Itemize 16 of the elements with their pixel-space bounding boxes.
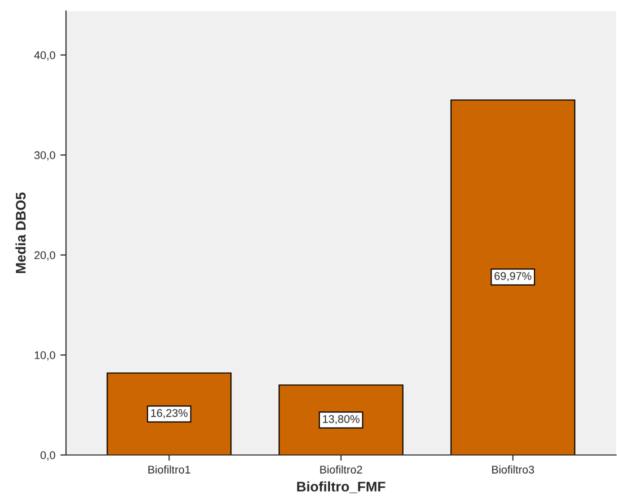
x-tick-label: Biofiltro1 <box>148 465 190 474</box>
x-axis-title: Biofiltro_FMF <box>297 481 386 494</box>
y-axis-title: Media DBO5 <box>15 192 26 273</box>
y-tick-label: 20,0 <box>34 251 56 260</box>
y-tick-label: 10,0 <box>34 351 56 360</box>
bar <box>106 372 232 455</box>
y-tick-label: 40,0 <box>34 51 56 60</box>
annotation: 13,80% <box>323 415 360 424</box>
y-tick-label: 0,0 <box>40 451 56 460</box>
annotation: 69,97% <box>494 272 532 282</box>
annotation: 16,23% <box>151 409 188 418</box>
x-tick-label: Biofiltro2 <box>320 465 362 474</box>
x-tick-label: Biofiltro3 <box>492 465 534 474</box>
bar <box>450 99 576 455</box>
y-tick-label: 30,0 <box>34 151 56 160</box>
bar <box>278 384 404 455</box>
